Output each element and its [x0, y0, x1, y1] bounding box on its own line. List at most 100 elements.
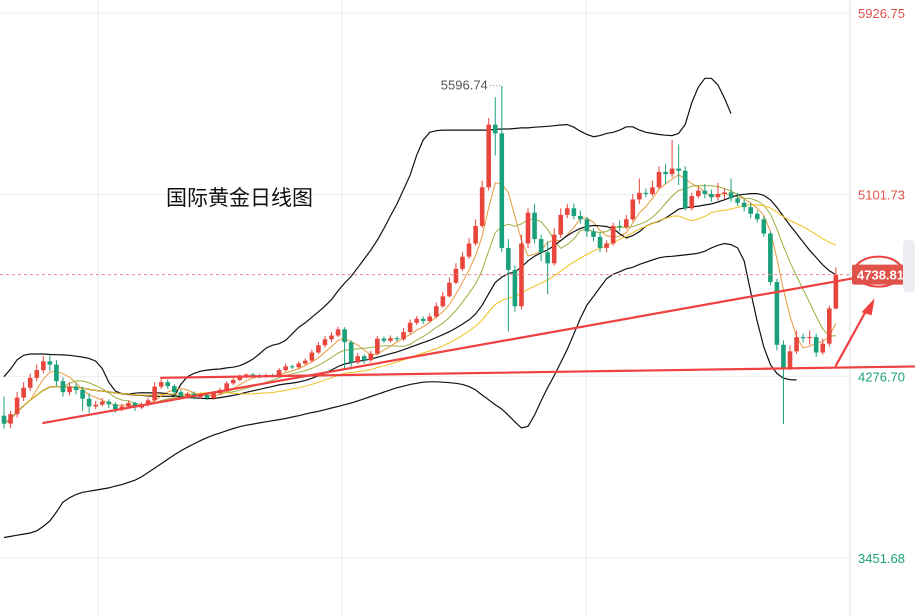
candle-body-98 [643, 192, 649, 194]
candle-body-13 [86, 398, 92, 407]
candle-body-81 [532, 212, 537, 240]
candle-body-77 [506, 247, 511, 270]
candle-body-70 [460, 256, 465, 269]
candle-body-73 [479, 187, 485, 226]
candle-body-64 [420, 318, 426, 321]
candle-body-24 [158, 382, 164, 387]
candle-body-115 [754, 213, 760, 220]
candle-body-109 [715, 193, 721, 198]
candle-body-71 [466, 243, 472, 257]
annotations: 5596.74 [0, 78, 904, 288]
candle-body-107 [702, 190, 708, 194]
candle-body-20 [132, 403, 138, 408]
candle-body-78 [512, 269, 518, 307]
bollinger-bands [3, 77, 797, 539]
candle-body-38 [250, 374, 256, 376]
candle-body-79 [519, 243, 524, 307]
y-tick-label-0: 5926.75 [858, 6, 905, 21]
candle-body-27 [178, 392, 184, 396]
candle-body-3 [21, 387, 26, 398]
chart-title: 国际黄金日线图 [166, 186, 313, 210]
trendline-2 [834, 305, 870, 367]
candle-body-80 [525, 212, 531, 244]
candle-body-1 [8, 414, 13, 424]
candle-body-84 [551, 234, 557, 264]
candle-body-31 [204, 394, 210, 399]
candle-body-72 [473, 225, 478, 244]
candle-body-34 [224, 383, 229, 390]
price-axis: 5926.75 5101.73 4276.70 3451.68 4738.81 [852, 6, 915, 566]
candle-body-9 [60, 381, 66, 393]
candle-body-89 [584, 219, 590, 232]
candle-body-8 [54, 364, 59, 382]
moving-averages [3, 173, 837, 425]
candle-body-123 [807, 337, 812, 339]
candle-body-126 [827, 308, 832, 344]
candle-body-95 [623, 219, 629, 227]
candle-body-108 [709, 193, 714, 198]
candle-body-103 [676, 168, 681, 171]
candlesticks [1, 85, 839, 429]
candle-body-45 [296, 363, 302, 368]
candle-body-110 [722, 192, 727, 194]
candle-body-62 [407, 322, 413, 333]
candle-body-47 [309, 352, 315, 361]
trend-arrow-head [861, 298, 875, 316]
candle-body-88 [578, 215, 583, 220]
candle-body-17 [113, 404, 118, 410]
candle-body-18 [119, 406, 125, 410]
candle-body-55 [361, 356, 367, 361]
candle-body-10 [67, 386, 72, 393]
candle-body-74 [486, 124, 491, 188]
candle-body-90 [591, 231, 596, 237]
candle-body-22 [145, 400, 151, 405]
candle-body-60 [394, 338, 400, 340]
candle-body-121 [794, 337, 799, 352]
candle-body-53 [348, 342, 354, 363]
y-tick-label-3: 3451.68 [858, 551, 905, 566]
candle-body-23 [152, 386, 157, 401]
candle-body-76 [499, 133, 505, 248]
candle-body-96 [630, 199, 636, 220]
candle-body-59 [388, 338, 393, 341]
candle-body-52 [342, 329, 347, 343]
candle-body-63 [414, 318, 419, 323]
ma-long-line [3, 204, 837, 425]
candle-body-113 [741, 202, 747, 208]
candle-body-86 [565, 208, 570, 215]
candle-body-91 [597, 236, 603, 248]
candle-body-75 [492, 124, 498, 134]
candle-body-57 [375, 338, 380, 354]
candle-body-43 [283, 366, 288, 371]
candle-body-30 [198, 394, 203, 398]
candle-body-66 [434, 306, 439, 317]
candle-body-61 [401, 332, 406, 340]
candle-body-102 [669, 168, 675, 175]
candle-body-7 [47, 361, 53, 365]
candle-body-56 [368, 353, 374, 361]
candle-body-67 [440, 296, 446, 307]
candle-body-127 [833, 274, 839, 309]
high-price-label: 5596.74 [441, 78, 488, 93]
candle-body-120 [787, 351, 793, 368]
scroll-handle [903, 240, 915, 292]
y-tick-label-2: 4276.70 [858, 369, 905, 384]
candle-body-58 [381, 338, 387, 341]
candle-body-97 [637, 192, 642, 200]
candle-body-118 [774, 282, 780, 345]
candle-body-12 [80, 389, 85, 399]
candle-body-69 [453, 268, 459, 283]
candle-body-35 [230, 380, 236, 384]
candle-body-124 [813, 337, 819, 353]
candle-body-44 [289, 366, 295, 368]
candle-body-93 [610, 225, 616, 244]
candle-body-106 [696, 190, 701, 197]
candle-body-112 [735, 198, 740, 203]
candle-body-85 [558, 214, 564, 235]
ma-20-line [3, 193, 837, 425]
candle-body-111 [728, 192, 734, 199]
candle-body-92 [604, 243, 609, 248]
candle-body-42 [276, 370, 282, 377]
candle-body-54 [355, 356, 360, 363]
candle-body-122 [800, 337, 806, 339]
